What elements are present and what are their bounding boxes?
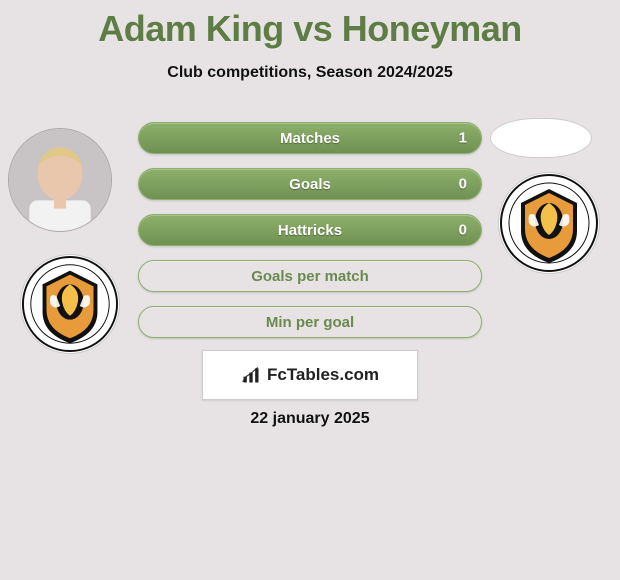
club-right-logo xyxy=(498,172,600,274)
stat-row-min-per-goal: Min per goal xyxy=(138,306,482,338)
stat-label: Hattricks xyxy=(278,222,342,239)
stat-row-hattricks: Hattricks 0 xyxy=(138,214,482,246)
bar-chart-icon xyxy=(241,365,261,385)
stat-value-right: 0 xyxy=(459,222,467,239)
stat-row-goals-per-match: Goals per match xyxy=(138,260,482,292)
stat-label: Goals per match xyxy=(251,268,369,285)
player-right-avatar xyxy=(490,118,592,158)
club-crest-icon xyxy=(21,254,119,354)
footer-brand-text: FcTables.com xyxy=(267,365,379,385)
footer-brand-badge[interactable]: FcTables.com xyxy=(202,350,418,400)
club-crest-icon xyxy=(499,172,599,274)
club-left-logo xyxy=(20,254,120,354)
stat-row-goals: Goals 0 xyxy=(138,168,482,200)
stat-value-right: 0 xyxy=(459,176,467,193)
stat-row-matches: Matches 1 xyxy=(138,122,482,154)
player-left-avatar xyxy=(8,128,112,232)
page-title: Adam King vs Honeyman xyxy=(0,0,620,50)
player-left-icon xyxy=(9,129,111,231)
date-text: 22 january 2025 xyxy=(0,410,620,428)
page-subtitle: Club competitions, Season 2024/2025 xyxy=(0,64,620,82)
stat-label: Min per goal xyxy=(266,314,354,331)
stat-label: Matches xyxy=(280,130,340,147)
stat-value-right: 1 xyxy=(459,130,467,147)
stat-rows: Matches 1 Goals 0 Hattricks 0 Goals per … xyxy=(138,122,482,352)
stat-label: Goals xyxy=(289,176,331,193)
